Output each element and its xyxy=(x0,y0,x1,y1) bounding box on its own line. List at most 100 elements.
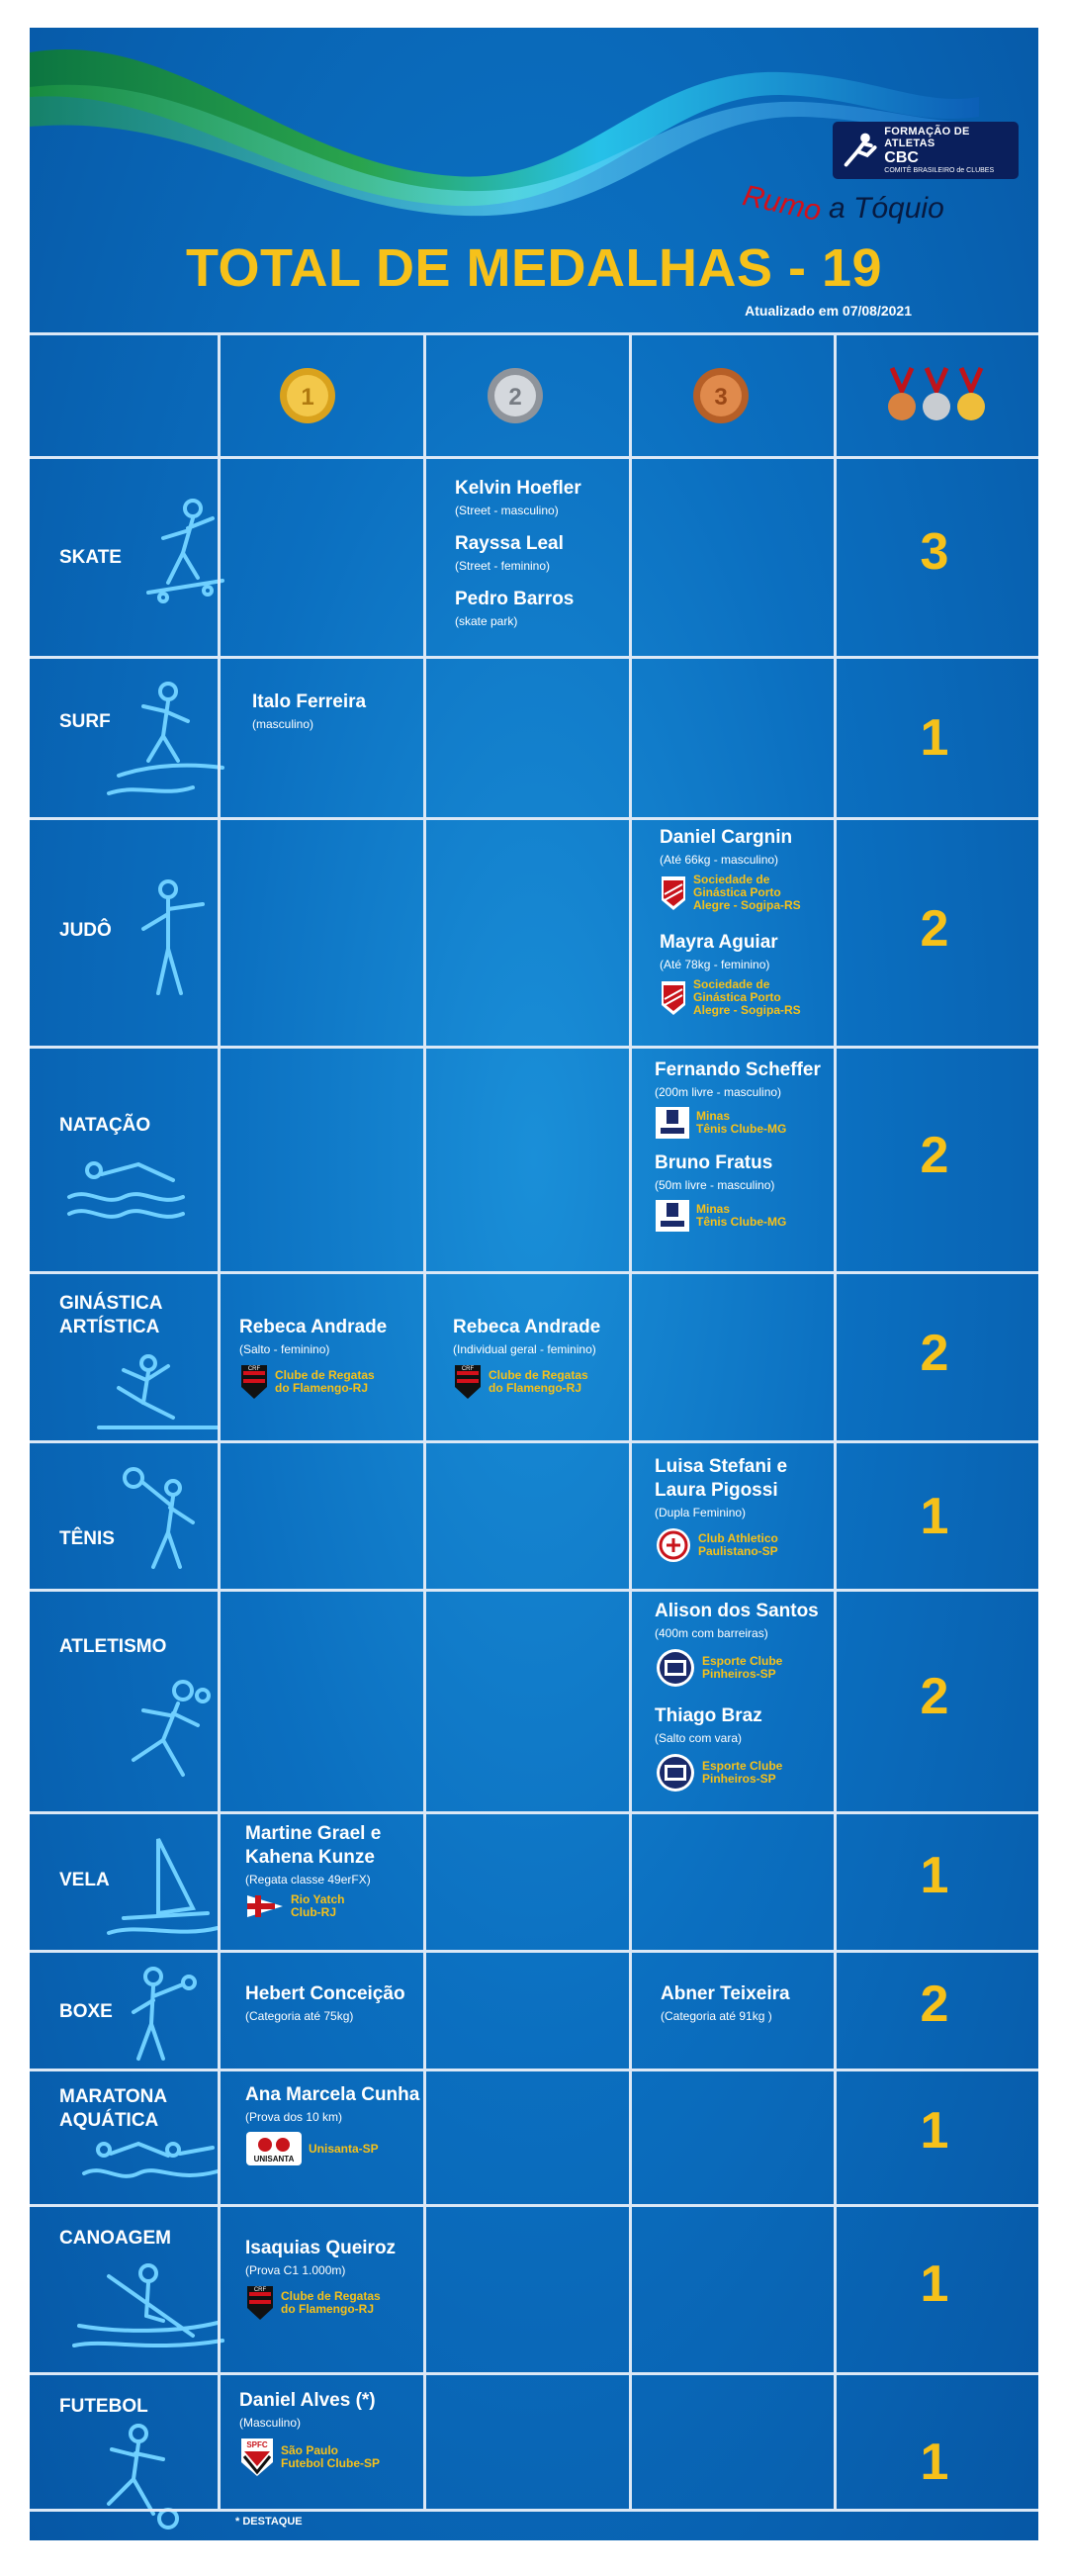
athlete-name: Luisa Stefani e xyxy=(655,1456,788,1477)
club-line: São Paulo xyxy=(281,2443,339,2457)
medal-count: 1 xyxy=(920,709,949,767)
club-line: Minas xyxy=(696,1109,731,1123)
sport-name: BOXE xyxy=(59,2001,113,2022)
pinheiros-crest-icon xyxy=(657,1754,694,1792)
medal-count: 1 xyxy=(920,1847,949,1904)
club-line: Unisanta-SP xyxy=(309,2141,379,2156)
athlete-name: Ana Marcela Cunha xyxy=(245,2084,420,2105)
club-line: Tênis Clube-MG xyxy=(696,1122,787,1136)
club-line: Sociedade de xyxy=(693,873,770,886)
soccer-player-icon xyxy=(107,2424,179,2530)
sport-row-atletismo: ATLETISMO Alison dos Santos (400m com ba… xyxy=(30,1589,1038,1811)
athlete-event: (skate park) xyxy=(455,614,518,628)
medal-table: 1 2 3 SKATE xyxy=(30,332,1038,2540)
club: Minas Tênis Clube-MG xyxy=(655,1106,821,1140)
athlete-name: Abner Teixeira xyxy=(661,1983,790,2004)
svg-text:3: 3 xyxy=(714,384,727,411)
updated-date: Atualizado em 07/08/2021 xyxy=(745,303,912,319)
tennis-player-icon xyxy=(123,1467,195,1569)
club: SPFC São Paulo Futebol Clube-SP xyxy=(239,2437,380,2478)
sport-row-ginastica: GINÁSTICA ARTÍSTICA Rebeca Andrade (Salt… xyxy=(30,1271,1038,1440)
athlete-entry: Martine Grael e Kahena Kunze (Regata cla… xyxy=(245,1822,381,1919)
club: Sociedade de Ginástica Porto Alegre - So… xyxy=(660,874,801,912)
club-line: Ginástica Porto xyxy=(693,990,781,1004)
sport-name-line: ARTÍSTICA xyxy=(59,1316,160,1337)
surfer-icon xyxy=(107,682,224,795)
logo-sub-text: COMITÊ BRASILEIRO de CLUBES xyxy=(884,167,995,175)
club-line: Clube de Regatas xyxy=(275,1368,375,1382)
club-line: Alegre - Sogipa-RS xyxy=(693,1003,801,1017)
club-line: do Flamengo-RJ xyxy=(281,2302,375,2316)
club: Esporte Clube Pinheiros-SP xyxy=(655,1752,782,1794)
footnote: * DESTAQUE xyxy=(235,2516,303,2528)
medal-count: 1 xyxy=(920,2102,949,2160)
bronze-medal-icon: 3 xyxy=(693,368,749,423)
rio-yacht-club-flag-icon xyxy=(247,1895,283,1917)
club-line: do Flamengo-RJ xyxy=(489,1381,582,1395)
canoeist-icon xyxy=(72,2263,224,2348)
club-line: Esporte Clube xyxy=(702,1759,783,1773)
athlete-event: (Dupla Feminino) xyxy=(655,1506,747,1519)
sport-name: VELA xyxy=(59,1870,110,1890)
club: Rio Yatch Club-RJ xyxy=(245,1893,381,1919)
athlete-event: (Individual geral - feminino) xyxy=(453,1342,596,1356)
athlete-entry: Rebeca Andrade (Individual geral - femin… xyxy=(453,1316,600,1401)
sport-row-natacao: NATAÇÃO Fernando Scheffer (200m livre - … xyxy=(30,1046,1038,1271)
open-water-swimmer-icon xyxy=(82,2141,220,2178)
gymnast-icon xyxy=(97,1354,220,1429)
athlete-event: (Categoria até 75kg) xyxy=(245,2009,354,2023)
slogan-tokyo: a Tóquio xyxy=(829,192,944,225)
medal-count: 2 xyxy=(920,1325,949,1382)
club: Minas Tênis Clube-MG xyxy=(655,1199,786,1233)
athlete-name: Rebeca Andrade xyxy=(453,1317,601,1337)
gold-medal-icon: 1 xyxy=(280,368,335,423)
svg-text:2: 2 xyxy=(508,384,521,411)
sport-row-maratona-aquatica: MARATONA AQUÁTICA Ana Marcela Cunha (Pro… xyxy=(30,2069,1038,2204)
three-medals-icon xyxy=(888,367,985,420)
grid-line xyxy=(218,332,221,2509)
club: Esporte Clube Pinheiros-SP xyxy=(655,1647,819,1689)
swimmer-icon xyxy=(67,1161,185,1219)
sport-row-skate: SKATE Kelvin Hoefler (Street - masculino… xyxy=(30,456,1038,656)
sport-row-futebol: FUTEBOL Daniel Alves (*) (Masculino) SPF… xyxy=(30,2372,1038,2540)
medal-poster: FORMAÇÃO DE ATLETAS CBC COMITÊ BRASILEIR… xyxy=(30,28,1038,2540)
sport-name: ATLETISMO xyxy=(59,1636,167,1657)
sport-row-vela: VELA Martine Grael e Kahena Kunze (Regat… xyxy=(30,1811,1038,1950)
athlete-event: (Prova C1 1.000m) xyxy=(245,2263,346,2277)
athlete-event: (Street - masculino) xyxy=(455,504,559,517)
judoka-icon xyxy=(141,879,205,995)
table-bottom-border xyxy=(30,2509,1038,2512)
medal-count: 1 xyxy=(920,2434,949,2491)
athlete-event: (50m livre - masculino) xyxy=(655,1178,775,1192)
svg-text:CRF: CRF xyxy=(254,2287,267,2293)
pinheiros-crest-icon xyxy=(657,1649,694,1687)
club: CRF Clube de Regatas do Flamengo-RJ xyxy=(453,1363,600,1401)
athlete-event: (400m com barreiras) xyxy=(655,1626,768,1640)
athlete-event: (Prova dos 10 km) xyxy=(245,2110,343,2124)
club-line: Tênis Clube-MG xyxy=(696,1215,787,1229)
medal-count: 2 xyxy=(920,1976,949,2033)
medal-count: 2 xyxy=(920,900,949,958)
slogan-rumo: Rumo xyxy=(740,179,824,228)
spfc-crest-icon: SPFC xyxy=(241,2438,273,2476)
cbc-logo: FORMAÇÃO DE ATLETAS CBC COMITÊ BRASILEIR… xyxy=(833,122,1019,179)
sport-row-tenis: TÊNIS Luisa Stefani e Laura Pigossi (Dup… xyxy=(30,1440,1038,1589)
athlete-event: (Salto com vara) xyxy=(655,1731,743,1745)
athlete-entry: Rebeca Andrade (Salto - feminino) CRF Cl… xyxy=(239,1316,387,1401)
athlete-name: Daniel Alves (*) xyxy=(239,2390,376,2411)
athlete-entry: Pedro Barros (skate park) xyxy=(455,588,574,631)
svg-text:SPFC: SPFC xyxy=(246,2440,268,2449)
club-line: Futebol Clube-SP xyxy=(281,2456,380,2470)
athlete-event: (Regata classe 49erFX) xyxy=(245,1873,371,1886)
athlete-name: Laura Pigossi xyxy=(655,1480,778,1501)
athlete-event: (Categoria até 91kg ) xyxy=(661,2009,772,2023)
sport-row-boxe: BOXE Hebert Conceição (Categoria até 75k… xyxy=(30,1950,1038,2069)
club-line: Minas xyxy=(696,1202,731,1216)
athlete-event: (200m livre - masculino) xyxy=(655,1085,782,1099)
brand-swoosh-graphic xyxy=(30,49,999,217)
athlete-event: (Salto - feminino) xyxy=(239,1342,330,1356)
athlete-name: Pedro Barros xyxy=(455,589,575,609)
sogipa-crest-icon xyxy=(662,875,685,910)
club: CRF Clube de Regatas do Flamengo-RJ xyxy=(239,1363,387,1401)
athlete-name: Bruno Fratus xyxy=(655,1152,773,1173)
